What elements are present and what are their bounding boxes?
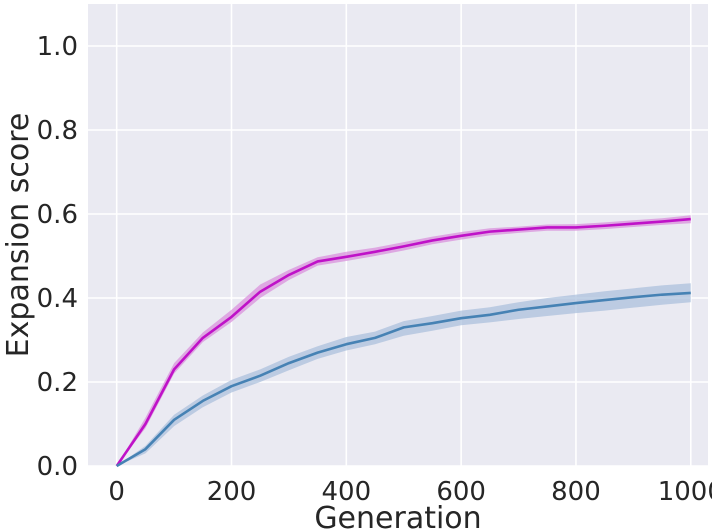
x-tick-label: 800 bbox=[551, 477, 601, 507]
y-tick-label: 1.0 bbox=[37, 32, 78, 62]
plot-background bbox=[88, 4, 708, 466]
series-lines bbox=[115, 217, 691, 468]
grid bbox=[88, 4, 708, 467]
series-1-line bbox=[115, 217, 691, 467]
x-tick-label: 400 bbox=[322, 477, 372, 507]
x-tick-label: 600 bbox=[436, 477, 486, 507]
x-tick-label: 0 bbox=[108, 477, 125, 507]
y-tick-label: 0.4 bbox=[37, 284, 78, 314]
y-tick-label: 0.8 bbox=[37, 116, 78, 146]
y-axis-title: Expansion score bbox=[1, 113, 36, 358]
y-axis-ticks: 0.0 0.2 0.4 0.6 0.8 1.0 bbox=[37, 32, 78, 482]
series-2-band bbox=[116, 283, 691, 466]
confidence-bands bbox=[116, 215, 691, 466]
x-axis-title: Generation bbox=[314, 501, 481, 532]
series-2-line bbox=[116, 291, 691, 468]
x-tick-label: 200 bbox=[207, 477, 257, 507]
y-tick-label: 0.6 bbox=[37, 200, 78, 230]
y-tick-label: 0.0 bbox=[37, 452, 78, 482]
y-tick-label: 0.2 bbox=[37, 368, 78, 398]
